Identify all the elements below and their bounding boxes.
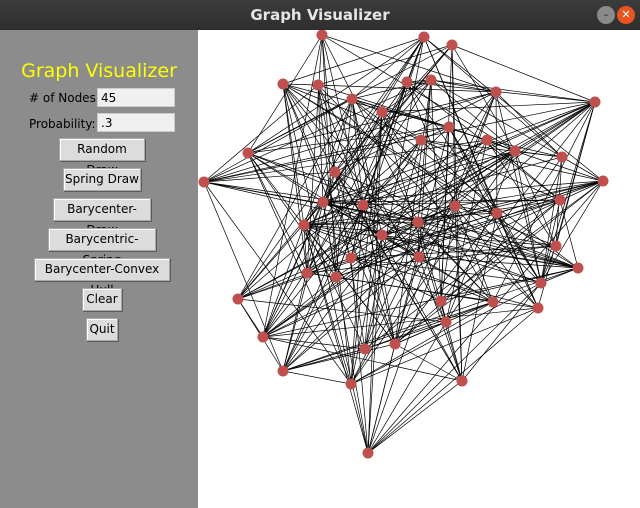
graph-node: [358, 200, 369, 211]
minimize-icon[interactable]: –: [597, 6, 615, 24]
graph-node: [536, 278, 547, 289]
graph-node: [233, 294, 244, 305]
graph-node: [426, 75, 437, 86]
random-draw-button[interactable]: Random Draw: [59, 138, 145, 161]
graph-edge: [560, 200, 578, 268]
graph-node: [441, 317, 452, 328]
graph-edge: [238, 202, 323, 299]
graph-node: [450, 201, 461, 212]
graph-edge: [368, 381, 462, 453]
window-title: Graph Visualizer: [0, 6, 640, 24]
window-titlebar: Graph Visualizer – ✕: [0, 0, 640, 30]
graph-node: [573, 263, 584, 274]
graph-node: [390, 339, 401, 350]
graph-node: [533, 303, 544, 314]
barycentric-spring-button[interactable]: Barycentric-Spring: [48, 228, 156, 251]
graph-node: [278, 79, 289, 90]
app-title: Graph Visualizer: [0, 60, 198, 82]
graph-node: [330, 167, 341, 178]
graph-node: [436, 296, 447, 307]
spring-draw-button[interactable]: Spring Draw: [63, 168, 141, 191]
graph-node: [258, 332, 269, 343]
graph-node: [346, 379, 357, 390]
graph-edge: [452, 45, 595, 102]
graph-node: [318, 197, 329, 208]
graph-node: [377, 107, 388, 118]
graph-node: [331, 272, 342, 283]
graph-node: [278, 366, 289, 377]
graph-edge: [283, 371, 351, 384]
graph-node: [377, 230, 388, 241]
graph-edge: [431, 80, 595, 102]
probability-label: Probability:: [29, 117, 96, 131]
graph-node: [199, 177, 210, 188]
graph-node: [598, 176, 609, 187]
graph-canvas[interactable]: [198, 30, 640, 508]
graph-edge: [462, 283, 541, 381]
graph-edge: [204, 80, 431, 182]
graph-node: [243, 148, 254, 159]
graph-edge: [263, 337, 365, 349]
graph-node: [414, 252, 425, 263]
graph-node: [488, 297, 499, 308]
graph-node: [510, 146, 521, 157]
graph-node: [347, 94, 358, 105]
graph-edge: [538, 102, 595, 308]
graph-drawing: [198, 30, 640, 508]
graph-node: [402, 77, 413, 88]
graph-edge: [322, 35, 418, 222]
graph-edges: [204, 35, 603, 453]
probability-input[interactable]: [97, 113, 175, 132]
graph-node: [555, 195, 566, 206]
graph-edge: [304, 225, 307, 273]
graph-edge: [395, 257, 419, 344]
graph-edge: [335, 172, 462, 381]
graph-node: [302, 268, 313, 279]
nodes-input[interactable]: [97, 88, 175, 107]
barycenter-draw-button[interactable]: Barycenter-Draw: [53, 198, 151, 221]
graph-node: [444, 122, 455, 133]
graph-node: [492, 208, 503, 219]
graph-node: [413, 217, 424, 228]
graph-node: [419, 32, 430, 43]
graph-node: [317, 30, 328, 41]
graph-node: [482, 135, 493, 146]
graph-node: [299, 220, 310, 231]
graph-node: [557, 152, 568, 163]
graph-edge: [351, 283, 541, 384]
graph-edge: [283, 37, 424, 84]
graph-node: [551, 241, 562, 252]
barycenter-convex-hull-button[interactable]: Barycenter-Convex Hull: [34, 258, 170, 281]
nodes-label: # of Nodes:: [29, 91, 100, 105]
graph-edge: [204, 182, 283, 371]
graph-node: [416, 135, 427, 146]
graph-edge: [431, 80, 515, 151]
graph-node: [313, 80, 324, 91]
graph-edge: [496, 92, 497, 213]
graph-node: [346, 253, 357, 264]
graph-node: [363, 448, 374, 459]
clear-button[interactable]: Clear: [82, 288, 122, 311]
graph-node: [457, 376, 468, 387]
close-icon[interactable]: ✕: [617, 6, 635, 24]
graph-node: [590, 97, 601, 108]
graph-node: [360, 344, 371, 355]
graph-edge: [365, 322, 446, 349]
graph-node: [491, 87, 502, 98]
graph-node: [447, 40, 458, 51]
quit-button[interactable]: Quit: [86, 318, 118, 341]
control-sidebar: Graph Visualizer # of Nodes: Probability…: [0, 30, 198, 508]
